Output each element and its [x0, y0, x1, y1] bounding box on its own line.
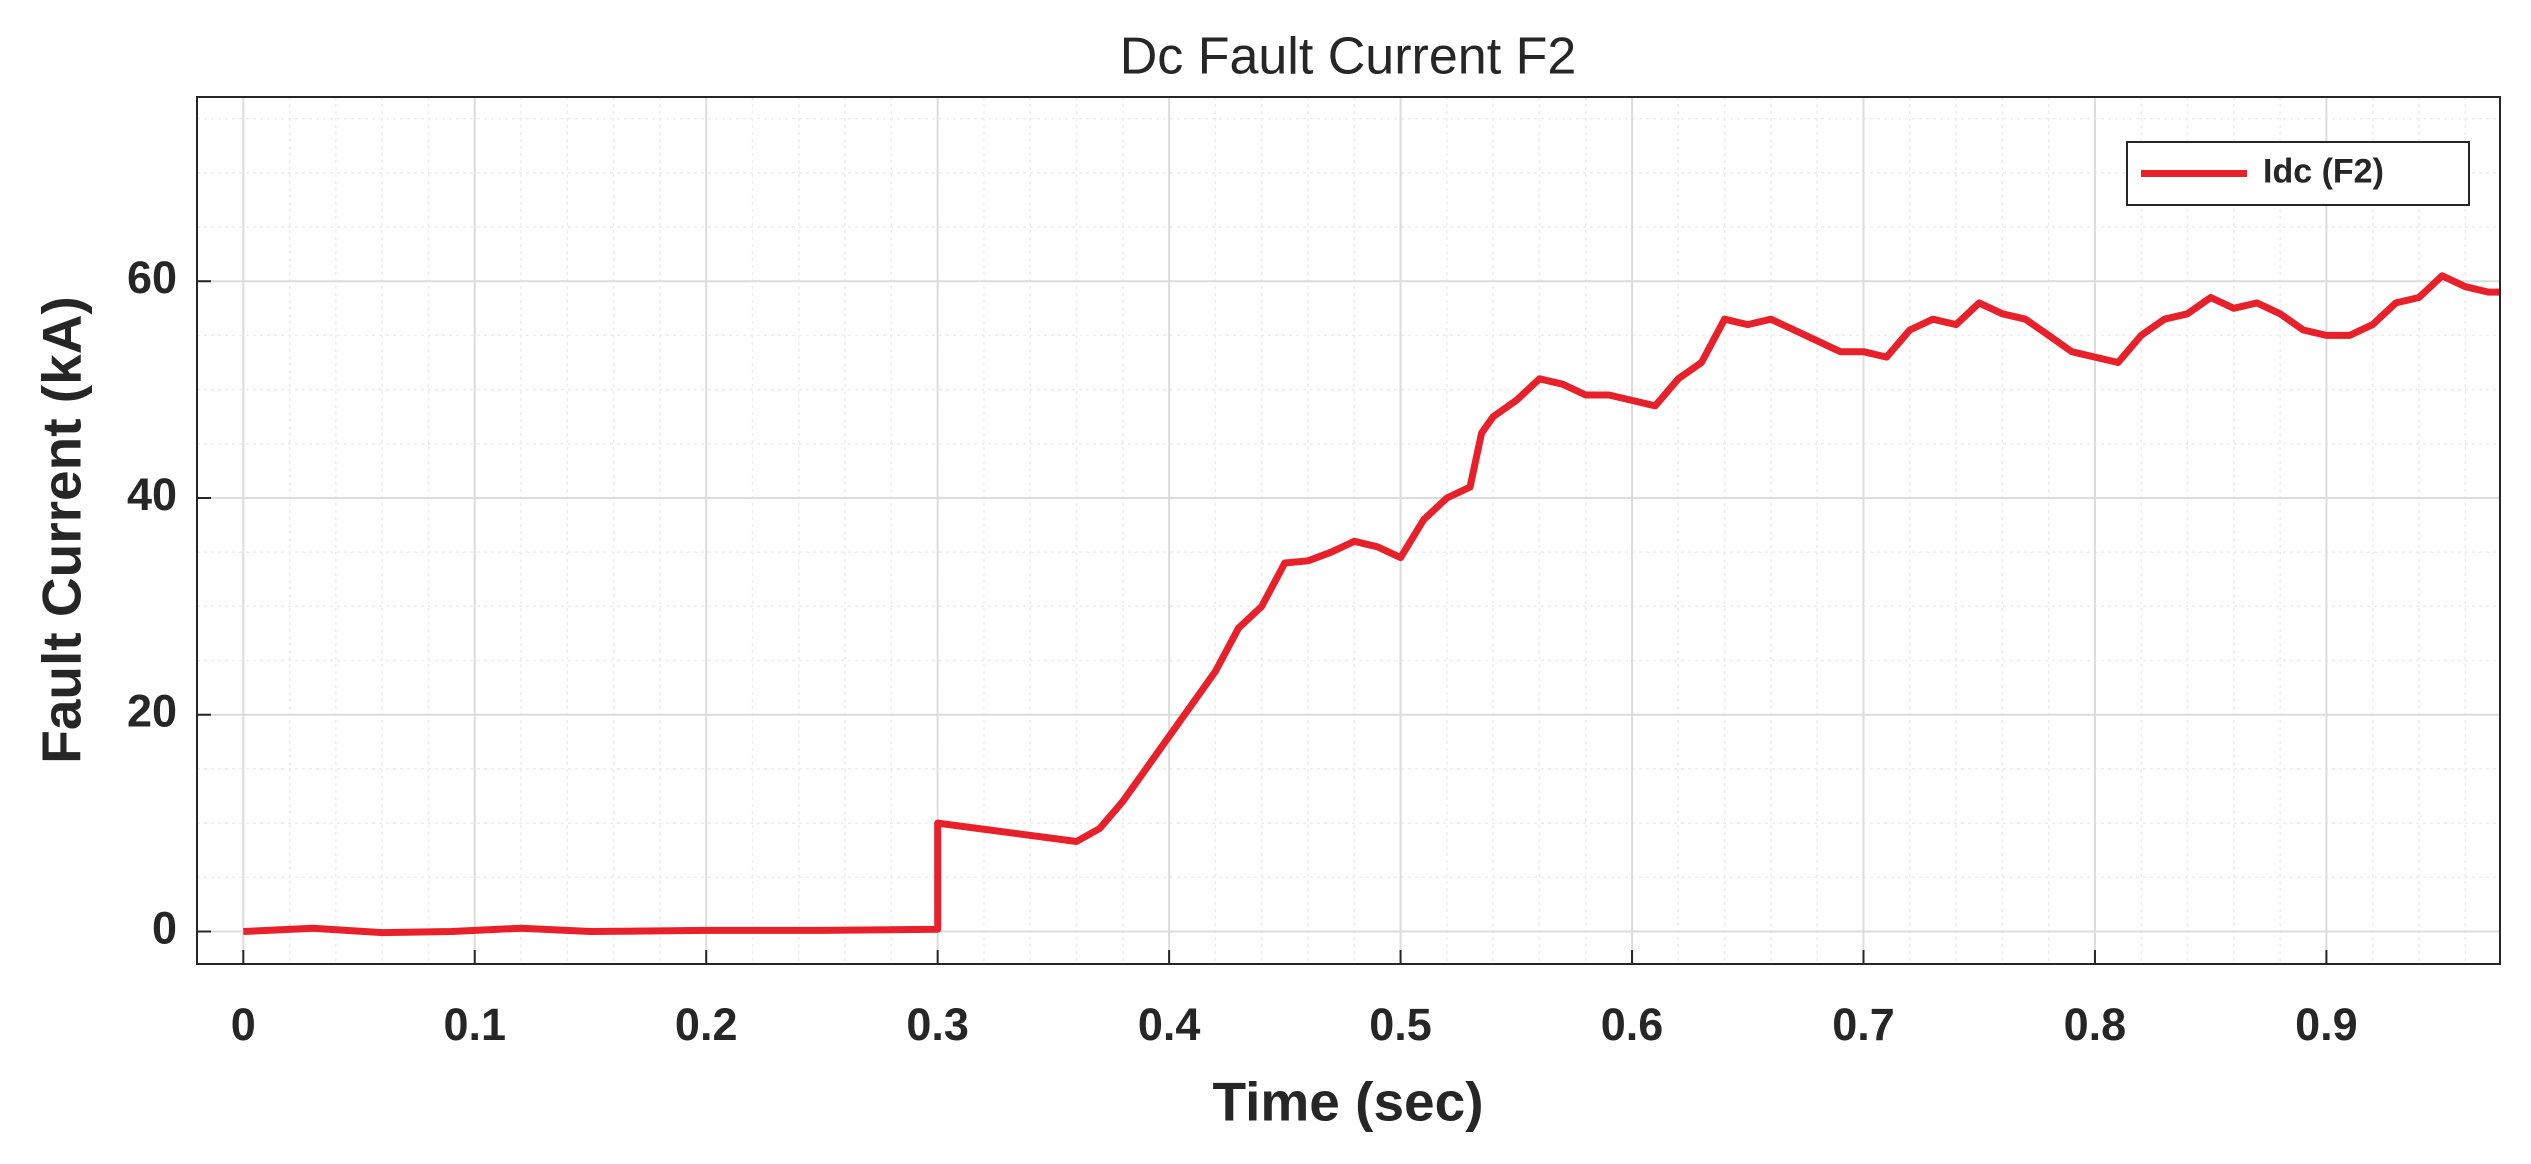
- y-tick-label: 60: [127, 252, 177, 303]
- x-tick-label: 0.1: [443, 999, 506, 1050]
- x-tick-label: 0.8: [2064, 999, 2127, 1050]
- x-tick-label: 0.7: [1832, 999, 1895, 1050]
- legend-label: Idc (F2): [2263, 152, 2384, 190]
- x-tick-label: 0.6: [1601, 999, 1664, 1050]
- x-tick-label: 0.3: [906, 999, 969, 1050]
- y-tick-label: 0: [152, 902, 177, 953]
- y-axis-label: Fault Current (kA): [31, 296, 93, 764]
- chart-title: Dc Fault Current F2: [1120, 28, 1577, 86]
- plot-frame: [196, 96, 2501, 965]
- plot-area: [197, 97, 2500, 964]
- x-tick-label: 0.2: [675, 999, 738, 1050]
- x-tick-label: 0: [231, 999, 256, 1050]
- y-tick-label: 40: [127, 469, 177, 520]
- line-series: [243, 272, 2500, 937]
- x-tick-label: 0.9: [2295, 999, 2358, 1050]
- x-tick-label: 0.5: [1369, 999, 1432, 1050]
- x-axis-label: Time (sec): [1212, 1071, 1483, 1133]
- y-tick-label: 20: [127, 686, 177, 737]
- x-tick-label: 0.4: [1138, 999, 1201, 1050]
